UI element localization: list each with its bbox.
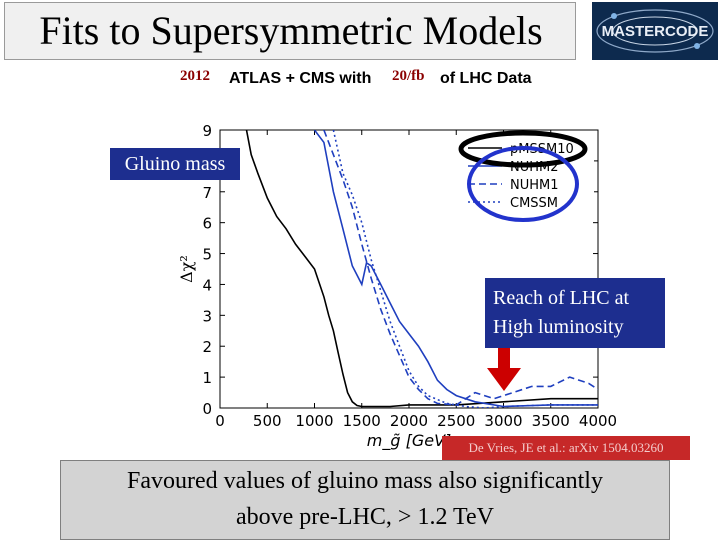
x-tick-label: 2000: [390, 412, 428, 430]
x-axis-label: m_g̃ [GeV]: [367, 431, 452, 451]
series-line-nuhm1: [323, 130, 598, 406]
y-tick-label: 2: [202, 338, 212, 356]
gluino-mass-label: Gluino mass: [110, 148, 240, 180]
slide-title: Fits to Supersymmetric Models: [39, 8, 543, 53]
y-tick-label: 0: [202, 400, 212, 418]
down-arrow-icon: [487, 348, 521, 391]
series-line-pmssm10: [245, 130, 598, 408]
subtitle-middle: ATLAS + CMS with: [229, 70, 372, 87]
reference-label: De Vries, JE et al.: arXiv 1504.03260: [442, 436, 690, 460]
logo-graphic: MASTERCODE: [596, 9, 714, 53]
x-tick-label: 1000: [295, 412, 333, 430]
y-tick-label: 7: [202, 184, 212, 202]
y-tick-label: 5: [202, 246, 212, 264]
subtitle-year: 2012: [178, 68, 212, 85]
subtitle-end: of LHC Data: [440, 70, 532, 87]
reach-line-1: Reach of LHC at: [493, 287, 630, 309]
x-tick-label: 500: [253, 412, 282, 430]
y-tick-label: 3: [202, 307, 212, 325]
conclusion-line-2: above pre-LHC, > 1.2 TeV: [235, 504, 494, 530]
x-tick-label: 0: [215, 412, 225, 430]
conclusion-box: Favoured values of gluino mass also sign…: [60, 460, 670, 540]
conclusion-line-1: Favoured values of gluino mass also sign…: [127, 468, 603, 494]
x-tick-label: 3000: [484, 412, 522, 430]
y-axis-label: Δχ²: [177, 255, 196, 283]
y-tick-label: 9: [202, 122, 212, 140]
y-tick-label: 6: [202, 215, 212, 233]
lhc-reach-box: Reach of LHC at High luminosity: [485, 278, 665, 348]
mastercode-logo: MASTERCODE: [592, 2, 718, 60]
legend-label-cmssm: CMSSM: [510, 196, 558, 211]
x-tick-label: 1500: [343, 412, 381, 430]
y-tick-label: 1: [202, 369, 212, 387]
legend-label-nuhm1: NUHM1: [510, 178, 559, 193]
reach-line-2: High luminosity: [493, 316, 624, 338]
nuhm-highlight-ellipse: [467, 146, 579, 222]
subtitle-lumi: 20/fb: [390, 68, 427, 85]
title-box: Fits to Supersymmetric Models: [4, 2, 576, 60]
series-line-nuhm2: [313, 130, 598, 408]
x-tick-label: 2500: [437, 412, 475, 430]
y-tick-label: 4: [202, 276, 212, 294]
pmssm10-highlight-ellipse: [458, 130, 588, 168]
x-tick-label: 3500: [532, 412, 570, 430]
x-tick-label: 4000: [579, 412, 617, 430]
delta-chi2-chart: 0123456789050010001500200025003000350040…: [177, 122, 617, 451]
logo-text: MASTERCODE: [602, 23, 709, 40]
